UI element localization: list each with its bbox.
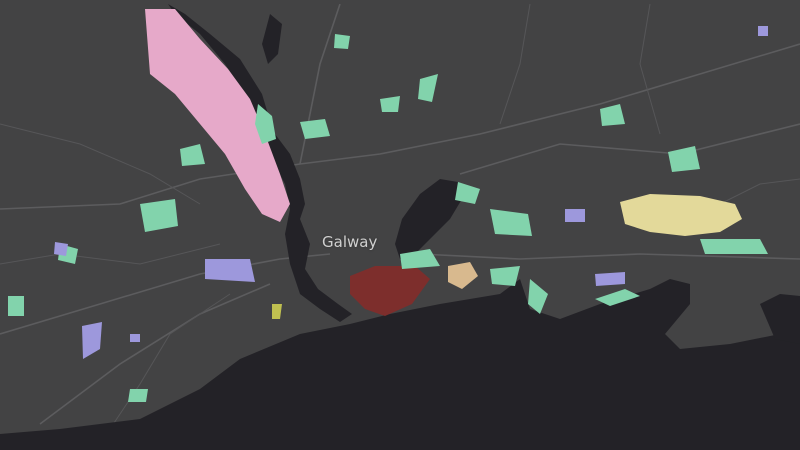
land-use: [8, 9, 768, 402]
water-bodies: [0, 4, 800, 450]
road-network: [0, 4, 800, 445]
map-layers: [0, 4, 800, 450]
place-label-galway: Galway: [322, 233, 378, 251]
